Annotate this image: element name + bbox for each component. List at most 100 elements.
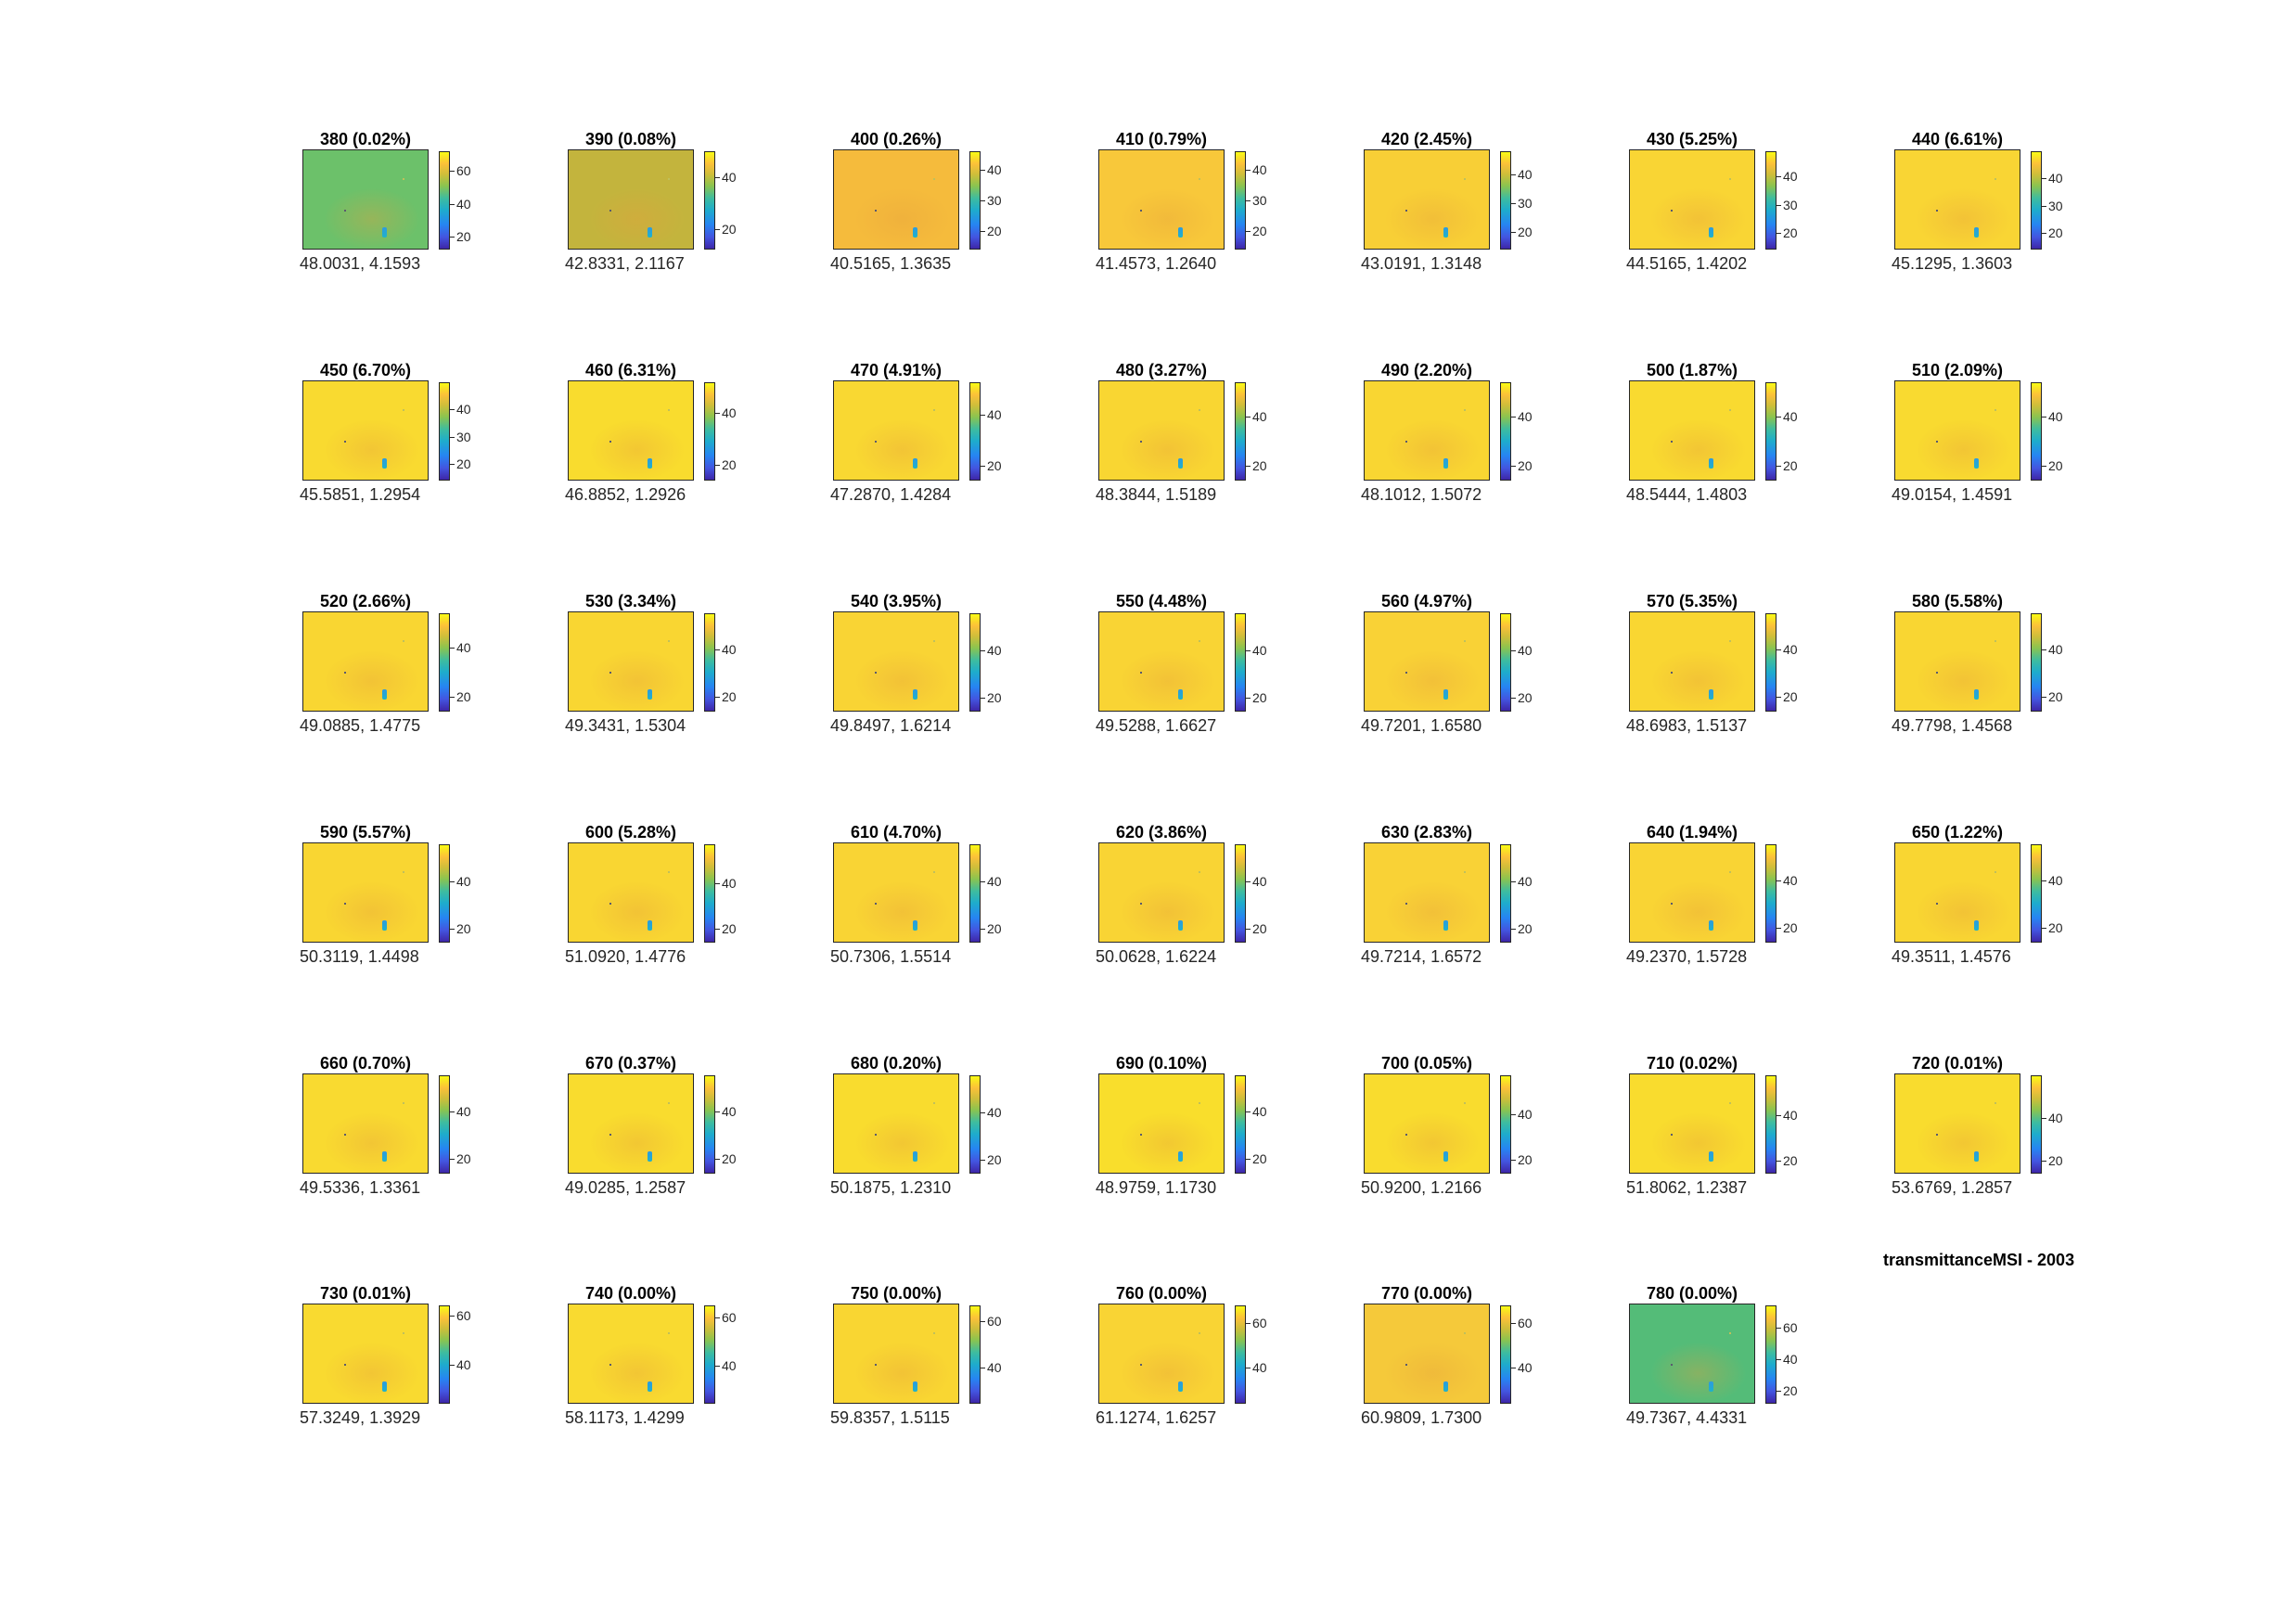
colorbar	[1500, 613, 1511, 712]
heatmap-image	[302, 380, 429, 481]
colorbar-tick	[715, 697, 720, 699]
panel-title: 690 (0.10%)	[1115, 1054, 1208, 1073]
heatmap-panel: 570 (5.35%) 20 40 48.6983, 1.5137	[1626, 591, 1879, 739]
colorbar-tick	[2042, 205, 2046, 207]
panel-title: 460 (6.31%)	[584, 361, 677, 379]
colorbar-tick	[1246, 466, 1251, 468]
heatmap-dot	[1729, 640, 1731, 642]
heatmap-image	[1364, 611, 1490, 712]
heatmap-panel: 560 (4.97%) 20 40 49.7201, 1.6580	[1361, 591, 1614, 739]
heatmap-speck	[913, 227, 917, 238]
heatmap-dot	[875, 1134, 877, 1136]
colorbar-tick-label: 20	[722, 457, 737, 473]
colorbar-tick-label: 20	[722, 221, 737, 237]
heatmap-image	[302, 611, 429, 712]
colorbar-tick-label: 60	[987, 1314, 1002, 1330]
heatmap-dot	[1140, 210, 1142, 212]
colorbar	[2031, 151, 2042, 250]
heatmap-dot	[1199, 640, 1200, 642]
colorbar-tick-label: 60	[1518, 1316, 1533, 1331]
heatmap-panel: 380 (0.02%) 20 40 60 48.0031, 4.1593	[300, 129, 553, 277]
panel-stats: 53.6769, 1.2857	[1892, 1178, 2013, 1197]
heatmap-speck	[913, 1381, 917, 1392]
colorbar-tick	[1246, 231, 1251, 233]
colorbar-tick	[2042, 928, 2046, 930]
colorbar-tick	[1777, 1359, 1781, 1361]
colorbar-tick-label: 30	[987, 193, 1002, 208]
panel-title: 380 (0.02%)	[319, 130, 412, 148]
heatmap-dot	[933, 1102, 935, 1104]
colorbar-tick	[1246, 697, 1251, 699]
heatmap-dot	[1671, 210, 1673, 212]
panel-title: 640 (1.94%)	[1646, 823, 1738, 842]
colorbar-tick	[715, 176, 720, 178]
panel-stats: 44.5165, 1.4202	[1626, 254, 1748, 273]
heatmap-dot	[1995, 871, 1996, 873]
colorbar-tick-label: 20	[1783, 1383, 1798, 1399]
heatmap-dot	[875, 672, 877, 674]
colorbar-tick-label: 40	[1518, 1360, 1533, 1376]
heatmap-dot	[1995, 178, 1996, 180]
heatmap-dot	[668, 1332, 670, 1334]
colorbar-tick	[1777, 176, 1781, 178]
colorbar-tick-label: 40	[2048, 872, 2063, 888]
heatmap-panel: 590 (5.57%) 20 40 50.3119, 1.4498	[300, 822, 553, 970]
colorbar-tick	[2042, 233, 2046, 235]
colorbar-tick-label: 20	[456, 456, 471, 472]
panel-title: 540 (3.95%)	[850, 592, 943, 610]
panel-title: 510 (2.09%)	[1911, 361, 2004, 379]
colorbar	[1235, 1305, 1246, 1404]
heatmap-dot	[668, 640, 670, 642]
heatmap-panel: 650 (1.22%) 20 40 49.3511, 1.4576	[1892, 822, 2145, 970]
colorbar-tick	[1511, 417, 1516, 418]
panel-stats: 49.0885, 1.4775	[300, 716, 421, 735]
colorbar-tick-label: 40	[722, 169, 737, 185]
colorbar-tick-label: 20	[2048, 1153, 2063, 1169]
colorbar-tick	[2042, 880, 2046, 881]
colorbar-tick	[981, 650, 985, 652]
colorbar	[1235, 844, 1246, 943]
colorbar-tick-label: 20	[456, 1151, 471, 1167]
colorbar-tick	[1777, 697, 1781, 699]
colorbar-tick	[1246, 200, 1251, 201]
panel-stats: 58.1173, 1.4299	[565, 1408, 685, 1427]
heatmap-speck	[1178, 458, 1183, 469]
panel-title: 450 (6.70%)	[319, 361, 412, 379]
heatmap-dot	[933, 871, 935, 873]
panel-title: 580 (5.58%)	[1911, 592, 2004, 610]
colorbar-tick-label: 30	[1783, 197, 1798, 212]
colorbar-tick	[2042, 697, 2046, 699]
colorbar-tick-label: 40	[1518, 409, 1533, 425]
colorbar-tick	[1511, 650, 1516, 652]
colorbar-tick-label: 40	[987, 161, 1002, 177]
heatmap-image	[1894, 380, 2020, 481]
panel-title: 410 (0.79%)	[1115, 130, 1208, 148]
colorbar	[1500, 844, 1511, 943]
heatmap-dot	[1671, 1364, 1673, 1366]
colorbar-tick-label: 40	[987, 874, 1002, 890]
colorbar	[704, 613, 715, 712]
heatmap-dot	[1995, 409, 1996, 411]
colorbar-tick-label: 40	[2048, 641, 2063, 657]
colorbar-tick	[981, 1112, 985, 1114]
panel-stats: 49.8497, 1.6214	[830, 716, 952, 735]
heatmap-speck	[1974, 227, 1979, 238]
panel-stats: 49.0285, 1.2587	[565, 1178, 686, 1197]
heatmap-dot	[933, 409, 935, 411]
panel-title: 420 (2.45%)	[1380, 130, 1473, 148]
colorbar-tick-label: 40	[1518, 1106, 1533, 1122]
heatmap-dot	[1464, 640, 1466, 642]
heatmap-speck	[1178, 689, 1183, 700]
colorbar-tick	[715, 1159, 720, 1161]
panel-stats: 51.0920, 1.4776	[565, 947, 686, 966]
heatmap-image	[302, 1073, 429, 1174]
heatmap-panel: 540 (3.95%) 20 40 49.8497, 1.6214	[830, 591, 1084, 739]
panel-title: 570 (5.35%)	[1646, 592, 1738, 610]
heatmap-speck	[648, 227, 652, 238]
colorbar-tick-label: 20	[1252, 689, 1267, 705]
heatmap-image	[568, 842, 694, 943]
colorbar-tick	[1511, 697, 1516, 699]
heatmap-speck	[1709, 689, 1713, 700]
heatmap-image	[1098, 611, 1225, 712]
panel-title: 530 (3.34%)	[584, 592, 677, 610]
